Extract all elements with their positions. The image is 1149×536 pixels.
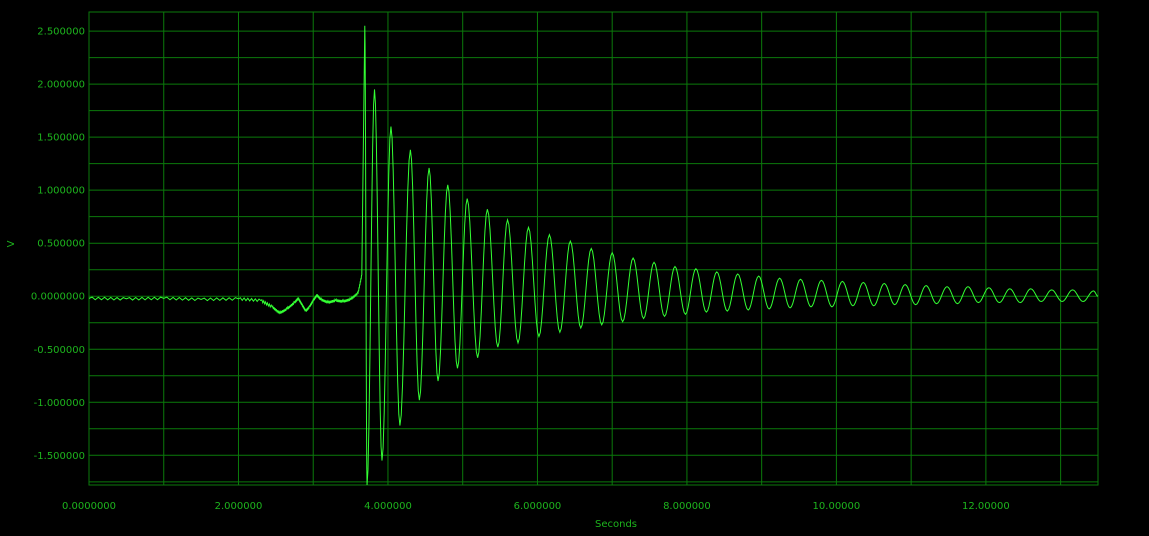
plot-border (88, 11, 1099, 486)
x-tick-label: 0.0000000 (62, 501, 116, 512)
y-tick-label: 1.000000 (37, 186, 85, 197)
x-tick-label: 10.00000 (813, 501, 861, 512)
y-axis-label: V (6, 240, 17, 247)
x-tick-label: 2.000000 (215, 501, 263, 512)
y-tick-label: 2.000000 (37, 80, 85, 91)
y-tick-label: -1.000000 (34, 398, 85, 409)
y-tick-label: 2.500000 (37, 27, 85, 38)
x-tick-label: 4.000000 (364, 501, 412, 512)
x-axis-label: Seconds (595, 519, 637, 530)
y-tick-label: -0.500000 (34, 345, 85, 356)
y-tick-label: -1.500000 (34, 451, 85, 462)
y-tick-label: 0.500000 (37, 239, 85, 250)
x-tick-label: 6.000000 (514, 501, 562, 512)
x-tick-label: 8.000000 (663, 501, 711, 512)
y-tick-label: 1.500000 (37, 133, 85, 144)
x-tick-label: 12.00000 (962, 501, 1010, 512)
voltage-trace (88, 25, 1099, 486)
y-tick-label: 0.0000000 (31, 292, 85, 303)
x-tick-labels: 0.0000000 2.000000 4.000000 6.000000 8.00000… (62, 501, 1010, 512)
y-tick-labels: 2.500000 2.000000 1.500000 1.000000 0.500000… (31, 27, 85, 462)
grid (88, 11, 1099, 486)
